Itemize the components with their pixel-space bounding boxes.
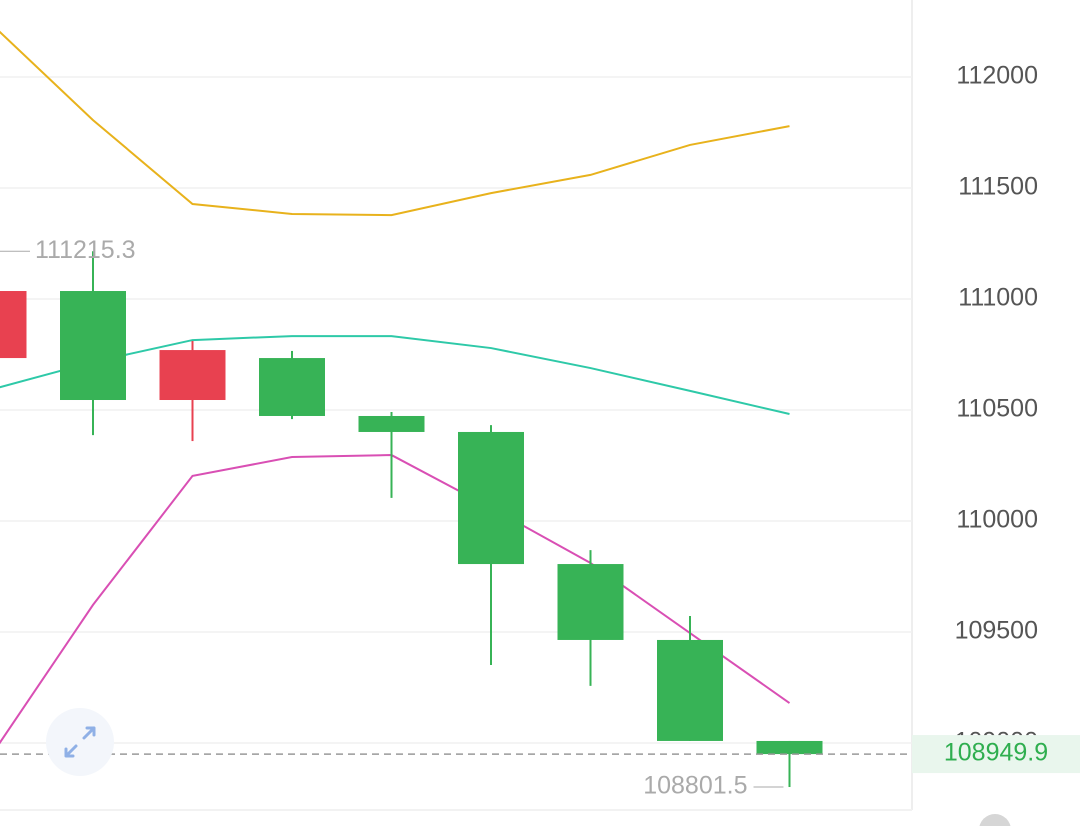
candle-body [159,350,226,401]
candle-body [259,358,325,416]
candles [0,251,823,788]
expand-button[interactable] [46,708,114,776]
y-tick-label: 111000 [958,284,1038,312]
candle-body [358,415,425,432]
candle-body [60,291,126,401]
last-price-box [912,735,1080,774]
indicator-line [0,335,790,415]
candle-body [458,431,524,565]
max-label: 111215.3 [35,236,136,264]
y-tick-label: 109500 [955,617,1038,645]
scroll-handle[interactable] [979,814,1011,826]
y-tick-label: 110000 [956,506,1038,534]
y-tick-label: 110500 [956,395,1038,423]
labels: 1090001095001100001105001110001115001120… [0,62,1080,800]
last-price-label: 108949.9 [944,739,1048,767]
min-label: 108801.5 [643,772,747,800]
expand-icon [64,726,96,758]
candle-body [657,639,723,741]
grid [0,76,912,744]
indicator-line [0,30,790,217]
candle-body [557,564,624,640]
y-tick-label: 111500 [958,173,1038,201]
candle-body [756,740,823,755]
candle-body [0,291,27,359]
y-tick-label: 112000 [956,62,1038,90]
